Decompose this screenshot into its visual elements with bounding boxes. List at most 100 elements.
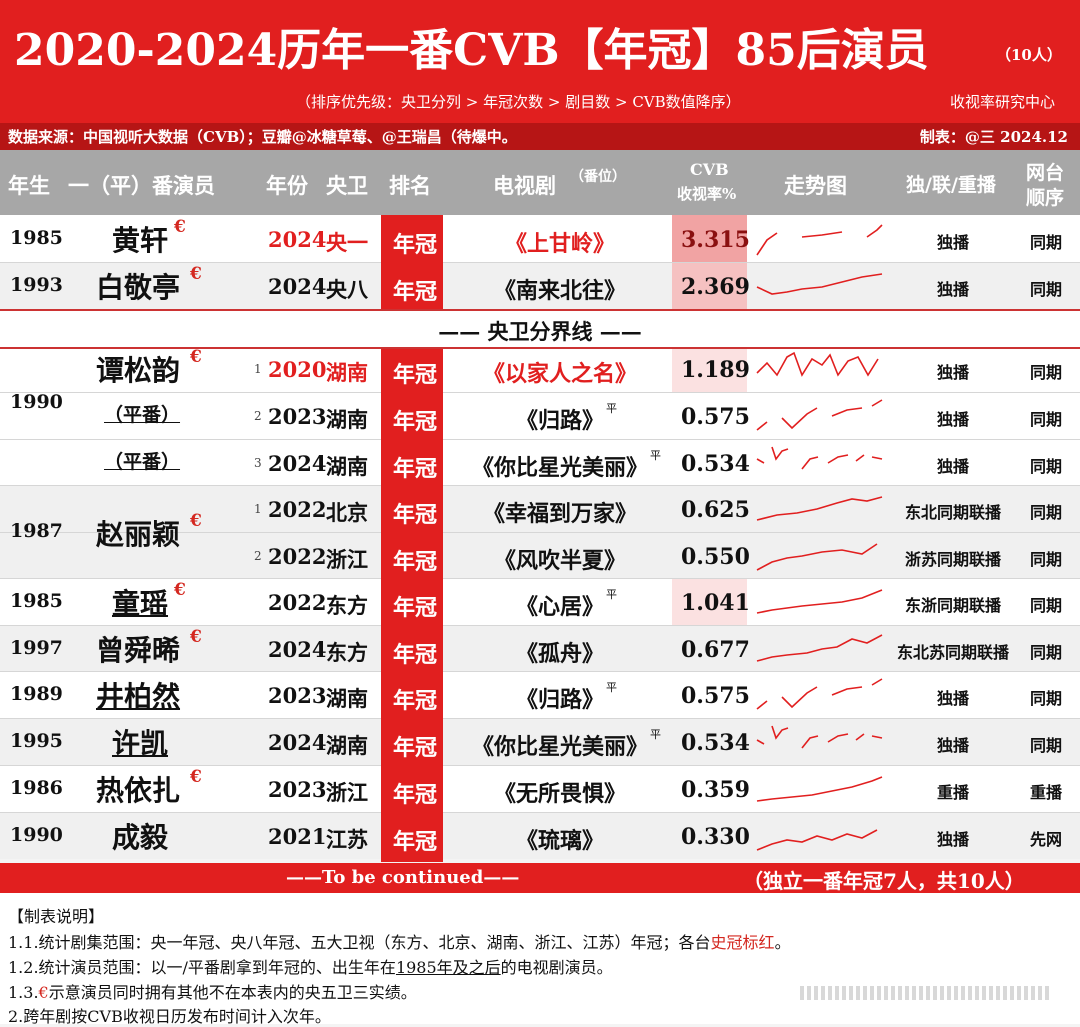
network-order: 同期: [1030, 736, 1063, 755]
table-row: 1993 白敬亭 €2024 央八 年冠 《南来北往》 2.369 独播 同期: [0, 262, 1080, 309]
image-strip-indicator: [800, 986, 1070, 1000]
ping-mark: 平: [606, 402, 617, 415]
trend-sparkline: [756, 776, 883, 802]
rank-label: 年冠: [392, 782, 437, 808]
cvb-highlight: [672, 578, 747, 625]
trend-sparkline: [756, 446, 883, 470]
rank-label: 年冠: [392, 688, 437, 714]
row-background: [0, 392, 1080, 439]
row-background: [0, 625, 1080, 672]
cctv-divider: —— 央卫分界线 ——: [0, 309, 1080, 349]
strip-tick: [961, 986, 965, 1000]
broadcast-type: 独播: [937, 457, 970, 476]
summary: （独立一番年冠7人，共10人）: [743, 869, 1025, 893]
row-background: [0, 718, 1080, 765]
note-1-3: 1.3.€示意演员同时拥有其他不在本表内的央五卫三实绩。: [8, 983, 417, 1002]
network-order: 同期: [1030, 643, 1063, 662]
ping-mark: 平: [606, 588, 617, 601]
drama-title: 《以家人之名》: [483, 361, 638, 387]
drama-title: 《琉璃》: [516, 828, 605, 854]
cvb-value: 2.369: [681, 274, 750, 300]
network-order: 同期: [1030, 410, 1063, 429]
col-trend: 走势图: [784, 173, 847, 198]
strip-tick: [1010, 986, 1014, 1000]
actor-name: 白敬亭: [96, 271, 181, 304]
strip-tick: [1038, 986, 1042, 1000]
divider-label: —— 央卫分界线 ——: [438, 319, 642, 344]
strip-tick: [849, 986, 853, 1000]
table-row: 1986 热依扎 €2023 浙江 年冠 《无所畏惧》 0.359 重播 重播: [0, 765, 1080, 812]
cvb-value: 0.677: [681, 637, 750, 663]
broadcast-type: 独播: [937, 830, 970, 849]
strip-tick: [975, 986, 979, 1000]
row-separator: [0, 439, 1080, 440]
broadcast-type: 东北同期联播: [905, 503, 1002, 522]
entry-index: 1: [254, 502, 262, 516]
channel: 东方: [326, 593, 368, 618]
birth-year: 1995: [10, 730, 63, 752]
rank-label: 年冠: [392, 456, 437, 482]
strip-tick: [1031, 986, 1035, 1000]
col-year: 年份: [266, 173, 308, 198]
cvb-value: 0.550: [681, 544, 750, 570]
table-row: 1989 井柏然 2023 湖南 年冠 《归路》平 0.575 独播 同期: [0, 671, 1080, 718]
ping-mark: 平: [650, 728, 661, 741]
strip-tick: [919, 986, 923, 1000]
award-year: 2020: [268, 357, 327, 382]
title-banner: 2020-2024历年一番CVB【年冠】85后演员 （10人） （排序优先级：央…: [0, 0, 1080, 123]
strip-tick: [905, 986, 909, 1000]
table-row: 1997 曾舜晞 €2024 东方 年冠 《孤舟》 0.677 东北苏同期联播 同期: [0, 625, 1080, 672]
table-row: 1995 许凯 2024 湖南 年冠 《你比星光美丽》平 0.534 独播 同期: [0, 718, 1080, 765]
row-separator: [0, 671, 1080, 672]
trend-sparkline: [756, 351, 879, 377]
strip-tick: [968, 986, 972, 1000]
drama-title: 《南来北往》: [494, 278, 627, 304]
actor-name: 成毅: [112, 821, 169, 854]
ping-label: （平番）: [104, 404, 181, 426]
broadcast-type: 独播: [937, 410, 970, 429]
table-row: 1985 童瑶 €2022 东方 年冠 《心居》平 1.041 东浙同期联播 同期: [0, 578, 1080, 625]
row-background: [0, 578, 1080, 625]
award-year: 2023: [268, 683, 327, 708]
drama-title: 《孤舟》: [516, 641, 605, 667]
strip-tick: [856, 986, 860, 1000]
row-background: [0, 671, 1080, 718]
award-year: 2024: [268, 274, 327, 299]
drama-title: 《归路》: [516, 687, 605, 713]
channel: 湖南: [326, 360, 368, 385]
strip-tick: [989, 986, 993, 1000]
ping-mark: 平: [650, 449, 661, 462]
drama-title: 《你比星光美丽》: [472, 455, 649, 481]
strip-tick: [814, 986, 818, 1000]
col-birth: 年生: [8, 173, 50, 198]
broadcast-type: 独播: [937, 736, 970, 755]
cvb-highlight: [672, 215, 747, 262]
strip-tick: [1024, 986, 1028, 1000]
trend-sparkline: [756, 634, 883, 662]
col-drama-note: （番位）: [570, 169, 626, 185]
birth-year: 1990: [10, 391, 63, 413]
channel: 江苏: [326, 827, 368, 852]
cvb-value: 0.575: [681, 683, 750, 709]
rank-label: 年冠: [392, 409, 437, 435]
cvb-value: 0.534: [681, 451, 750, 477]
strip-tick: [828, 986, 832, 1000]
channel: 湖南: [326, 454, 368, 479]
strip-tick: [947, 986, 951, 1000]
row-background: [0, 439, 1080, 486]
note-2: 2.跨年剧按CVB收视日历发布时间计入次年。: [8, 1007, 331, 1026]
cvb-value: 0.625: [681, 497, 750, 523]
actor-name: 井柏然: [96, 680, 181, 713]
strip-tick: [835, 986, 839, 1000]
trend-sparkline: [756, 399, 883, 431]
euro-mark: €: [174, 580, 186, 600]
table-row: （平番） 3 2024 湖南 年冠 《你比星光美丽》平 0.534 独播 同期: [0, 439, 1080, 486]
col-cvb: CVB: [690, 160, 729, 179]
broadcast-type: 东北苏同期联播: [897, 643, 1010, 662]
data-source: 数据来源：中国视听大数据（CVB）；豆瓣@冰糖草莓、@王瑞昌（待爆中。: [8, 128, 517, 146]
col-drama: 电视剧: [493, 173, 556, 198]
table-row: 1987 赵丽颖 €1 2022 北京 年冠 《幸福到万家》 0.625 东北同期联播 同期: [0, 485, 1080, 551]
drama-title: 《心居》: [516, 594, 605, 620]
row-background: [0, 345, 1080, 392]
birth-year: 1989: [10, 683, 63, 705]
